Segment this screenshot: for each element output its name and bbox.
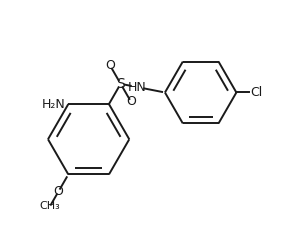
Text: Cl: Cl [250, 86, 262, 99]
Text: HN: HN [128, 81, 147, 94]
Text: S: S [116, 77, 125, 91]
Text: CH₃: CH₃ [40, 201, 60, 211]
Text: H₂N: H₂N [42, 98, 66, 111]
Text: O: O [105, 59, 115, 72]
Text: O: O [54, 185, 63, 198]
Text: O: O [126, 95, 136, 109]
